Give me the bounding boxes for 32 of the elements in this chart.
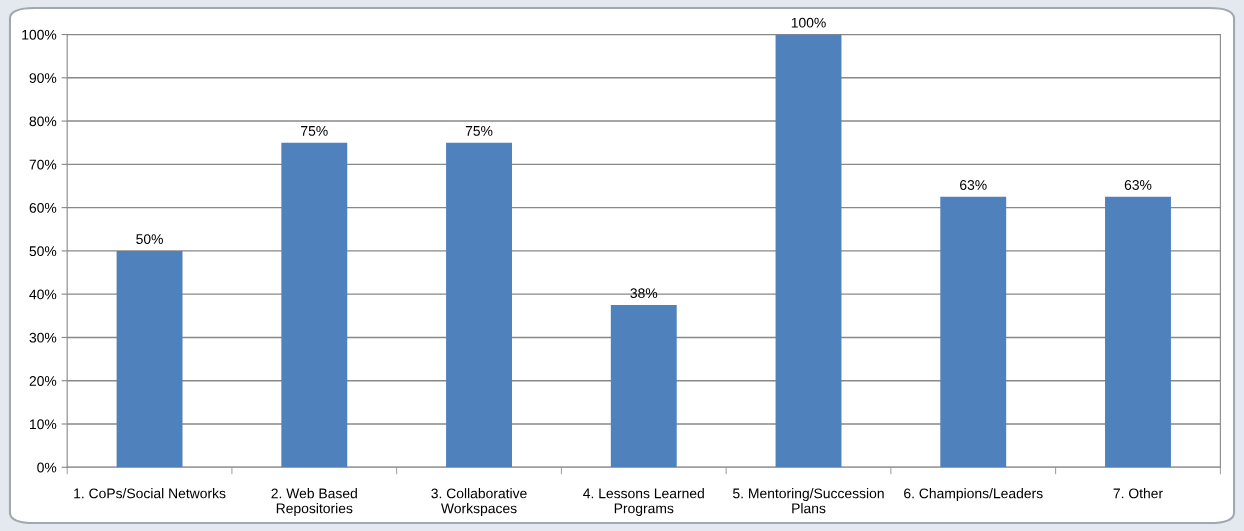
x-tick-label: 1. CoPs/Social Networks — [74, 488, 226, 499]
data-label: 63% — [960, 180, 987, 190]
y-tick-label: 60% — [29, 202, 57, 213]
bar — [116, 250, 183, 468]
data-label: 100% — [791, 17, 826, 28]
y-tick-label: 10% — [30, 419, 57, 430]
y-tick-label: 40% — [29, 289, 57, 300]
data-label: 75% — [465, 126, 493, 136]
bar — [446, 142, 512, 468]
y-tick-label: 0% — [37, 462, 57, 473]
data-label: 38% — [630, 288, 658, 299]
x-tick-label: 7. Other — [1113, 488, 1163, 499]
y-tick-label: 100% — [22, 29, 57, 40]
x-tick-label: 2. Web Based Repositories — [271, 488, 357, 517]
bar — [281, 142, 348, 468]
y-tick-label: 70% — [29, 159, 57, 170]
y-tick-label: 50% — [29, 246, 57, 257]
y-tick-label: 80% — [29, 116, 57, 127]
y-tick-label: 90% — [29, 73, 57, 83]
x-tick-label: 4. Lessons Learned Programs — [583, 488, 704, 517]
data-label: 50% — [136, 234, 163, 244]
x-tick-label: 6. Champions/Leaders — [904, 488, 1043, 502]
y-tick-label: 20% — [29, 376, 57, 386]
x-tick-label: 5. Mentoring/Succession Plans — [733, 488, 884, 514]
bar — [610, 304, 677, 468]
y-tick-label: 30% — [29, 332, 57, 343]
bar — [1105, 196, 1171, 468]
data-label: 63% — [1124, 180, 1152, 190]
bar — [940, 196, 1007, 468]
bar — [775, 34, 842, 468]
x-tick-label: 3. Collaborative Workspaces — [431, 488, 527, 517]
data-label: 75% — [301, 126, 328, 136]
